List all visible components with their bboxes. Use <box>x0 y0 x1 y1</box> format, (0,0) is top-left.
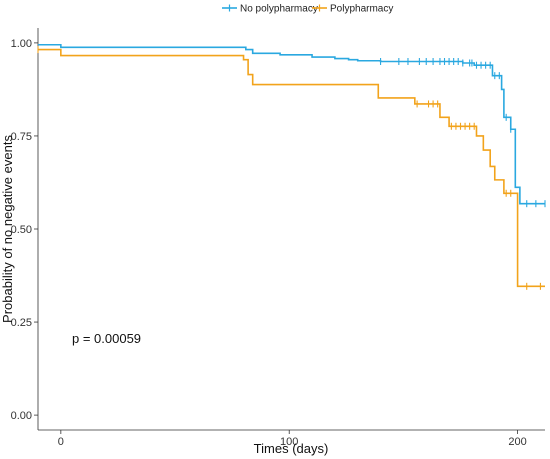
legend-label-polypharmacy: Polypharmacy <box>330 4 393 15</box>
y-tick-label: 1.00 <box>11 38 32 50</box>
annotation-p-value: p = 0.00059 <box>72 331 141 346</box>
y-tick-label: 0.00 <box>11 410 32 422</box>
x-axis-ticks: 0 100 200 <box>58 430 527 448</box>
x-axis-title: Times (days) <box>254 441 329 456</box>
y-tick-label: 0.25 <box>11 317 32 329</box>
x-tick-label: 100 <box>280 436 298 448</box>
x-tick-label: 0 <box>58 436 64 448</box>
series-line-no-polypharmacy <box>38 43 545 205</box>
legend: No polypharmacy Polypharmacy <box>222 4 393 15</box>
legend-label-no-polypharmacy: No polypharmacy <box>240 4 318 15</box>
plot-area: 0.00 0.25 0.50 0.75 1.00 0 100 200 <box>11 28 546 448</box>
y-axis-ticks: 0.00 0.25 0.50 0.75 1.00 <box>11 38 38 422</box>
series-layer <box>37 43 546 290</box>
series-line-polypharmacy <box>38 48 545 288</box>
y-tick-label: 0.75 <box>11 131 32 143</box>
y-tick-label: 0.50 <box>11 224 32 236</box>
x-tick-label: 200 <box>508 436 526 448</box>
y-axis-title: Probability of no negative events <box>0 135 15 323</box>
